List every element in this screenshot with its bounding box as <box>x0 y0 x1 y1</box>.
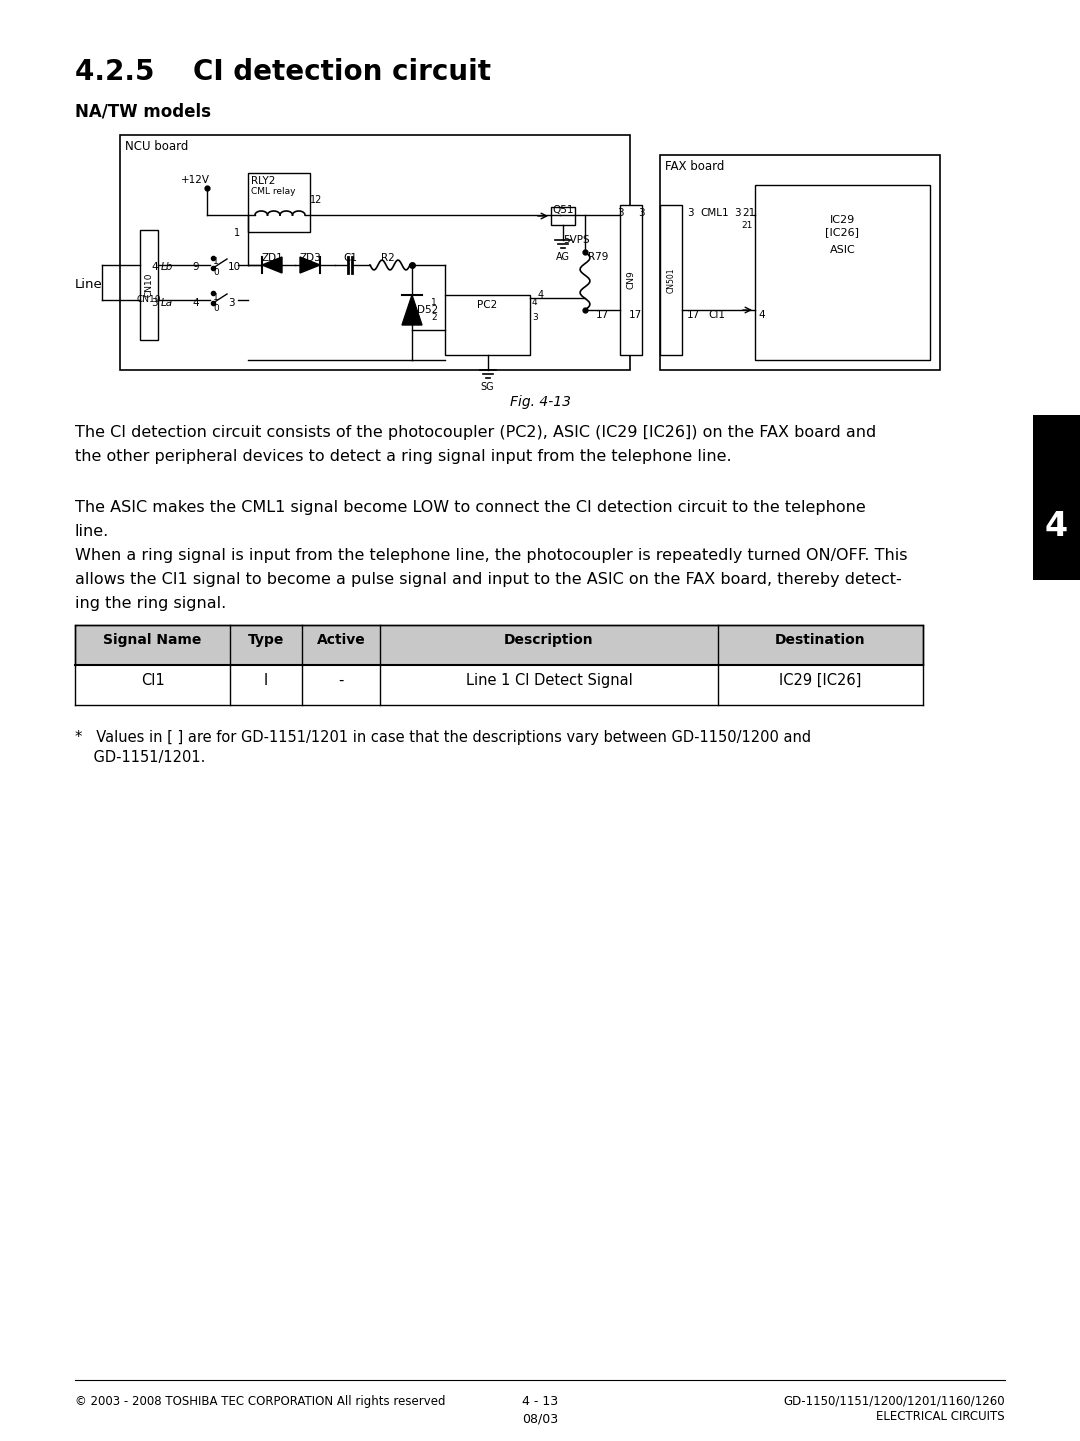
Text: CML relay: CML relay <box>251 187 296 196</box>
Bar <box>660 205 681 354</box>
Text: 4 - 13: 4 - 13 <box>522 1395 558 1408</box>
Bar <box>660 156 940 370</box>
Text: 3: 3 <box>734 208 741 218</box>
Text: ELECTRICAL CIRCUITS: ELECTRICAL CIRCUITS <box>876 1409 1005 1424</box>
Text: R2: R2 <box>381 254 395 264</box>
Text: C1: C1 <box>343 254 357 264</box>
Text: 12: 12 <box>310 195 322 205</box>
Bar <box>75 625 923 664</box>
Bar <box>140 231 158 340</box>
Text: line.: line. <box>75 525 109 539</box>
Text: 0: 0 <box>213 268 219 277</box>
Text: FAX board: FAX board <box>665 160 725 173</box>
Text: 17: 17 <box>596 310 609 320</box>
Text: CN10: CN10 <box>137 295 161 304</box>
Text: the other peripheral devices to detect a ring signal input from the telephone li: the other peripheral devices to detect a… <box>75 450 731 464</box>
Text: CN10: CN10 <box>145 272 153 297</box>
Text: Lb: Lb <box>161 262 174 272</box>
Text: IC29: IC29 <box>829 215 855 225</box>
Text: R79: R79 <box>588 252 608 262</box>
Text: 9: 9 <box>192 262 199 272</box>
Text: 1: 1 <box>213 293 219 303</box>
Bar <box>620 205 642 354</box>
Text: I: I <box>264 673 268 687</box>
Text: +12V: +12V <box>180 174 210 184</box>
Text: ing the ring signal.: ing the ring signal. <box>75 597 226 611</box>
Text: RLY2: RLY2 <box>251 176 275 186</box>
Text: 5VPS: 5VPS <box>563 235 590 245</box>
Text: 3: 3 <box>532 313 538 321</box>
Text: allows the CI1 signal to become a pulse signal and input to the ASIC on the FAX : allows the CI1 signal to become a pulse … <box>75 572 902 586</box>
Text: When a ring signal is input from the telephone line, the photocoupler is repeate: When a ring signal is input from the tel… <box>75 548 907 563</box>
Text: 4: 4 <box>192 298 199 308</box>
Text: [IC26]: [IC26] <box>825 228 860 236</box>
Text: 4: 4 <box>538 290 544 300</box>
Text: 3: 3 <box>617 208 623 218</box>
Text: The CI detection circuit consists of the photocoupler (PC2), ASIC (IC29 [IC26]) : The CI detection circuit consists of the… <box>75 425 876 440</box>
Text: AG: AG <box>556 252 570 262</box>
Polygon shape <box>402 295 422 326</box>
Bar <box>551 208 575 225</box>
Polygon shape <box>262 256 282 272</box>
Text: © 2003 - 2008 TOSHIBA TEC CORPORATION All rights reserved: © 2003 - 2008 TOSHIBA TEC CORPORATION Al… <box>75 1395 446 1408</box>
Text: Line 1 CI Detect Signal: Line 1 CI Detect Signal <box>465 673 633 687</box>
Text: The ASIC makes the CML1 signal become LOW to connect the CI detection circuit to: The ASIC makes the CML1 signal become LO… <box>75 500 866 514</box>
Text: La: La <box>161 298 173 308</box>
Text: Q51: Q51 <box>552 205 573 215</box>
Text: Line: Line <box>75 278 103 291</box>
Text: *   Values in [ ] are for GD-1151/1201 in case that the descriptions vary betwee: * Values in [ ] are for GD-1151/1201 in … <box>75 731 811 745</box>
Text: GD-1150/1151/1200/1201/1160/1260: GD-1150/1151/1200/1201/1160/1260 <box>783 1395 1005 1408</box>
Text: CML1: CML1 <box>700 208 729 218</box>
Text: CI1: CI1 <box>140 673 164 687</box>
Text: 4.2.5    CI detection circuit: 4.2.5 CI detection circuit <box>75 58 491 86</box>
Text: D52: D52 <box>417 305 438 316</box>
Text: IC29 [IC26]: IC29 [IC26] <box>780 673 862 687</box>
Text: GD-1151/1201.: GD-1151/1201. <box>75 749 205 765</box>
Text: NA/TW models: NA/TW models <box>75 102 211 121</box>
Text: NCU board: NCU board <box>125 140 188 153</box>
Bar <box>755 184 930 360</box>
Text: CI1: CI1 <box>708 310 725 320</box>
Text: -: - <box>338 673 343 687</box>
Text: 08/03: 08/03 <box>522 1412 558 1425</box>
Text: 1: 1 <box>431 298 437 307</box>
Text: 10: 10 <box>228 262 241 272</box>
Text: 4: 4 <box>532 298 538 307</box>
Text: 1: 1 <box>213 256 219 267</box>
Text: 4: 4 <box>1044 510 1067 543</box>
Text: CN9: CN9 <box>626 271 635 290</box>
Text: 21: 21 <box>742 208 755 218</box>
Text: 1: 1 <box>234 228 240 238</box>
Text: SG: SG <box>481 382 495 392</box>
Text: 17: 17 <box>629 310 642 320</box>
Text: 3: 3 <box>228 298 234 308</box>
Text: 21: 21 <box>742 220 753 231</box>
Text: Destination: Destination <box>775 633 866 647</box>
Bar <box>120 135 630 370</box>
Text: 4: 4 <box>758 310 765 320</box>
Text: 3: 3 <box>151 298 158 308</box>
Bar <box>248 173 310 232</box>
Text: ZD1: ZD1 <box>261 254 283 264</box>
Bar <box>1032 415 1080 579</box>
Text: PC2: PC2 <box>477 300 498 310</box>
Text: ZD3: ZD3 <box>299 254 321 264</box>
Text: Signal Name: Signal Name <box>104 633 202 647</box>
Text: CN501: CN501 <box>666 267 675 293</box>
Text: 2: 2 <box>431 313 437 321</box>
Text: ASIC: ASIC <box>829 245 855 255</box>
Text: 0: 0 <box>213 304 219 313</box>
Bar <box>445 295 530 354</box>
Text: 17: 17 <box>687 310 700 320</box>
Text: 3: 3 <box>687 208 693 218</box>
Text: Fig. 4-13: Fig. 4-13 <box>510 395 570 409</box>
Text: 4: 4 <box>151 262 158 272</box>
Bar <box>75 664 923 705</box>
Polygon shape <box>300 256 320 272</box>
Text: Active: Active <box>316 633 365 647</box>
Text: Description: Description <box>504 633 594 647</box>
Text: Type: Type <box>247 633 284 647</box>
Text: 3: 3 <box>638 208 645 218</box>
